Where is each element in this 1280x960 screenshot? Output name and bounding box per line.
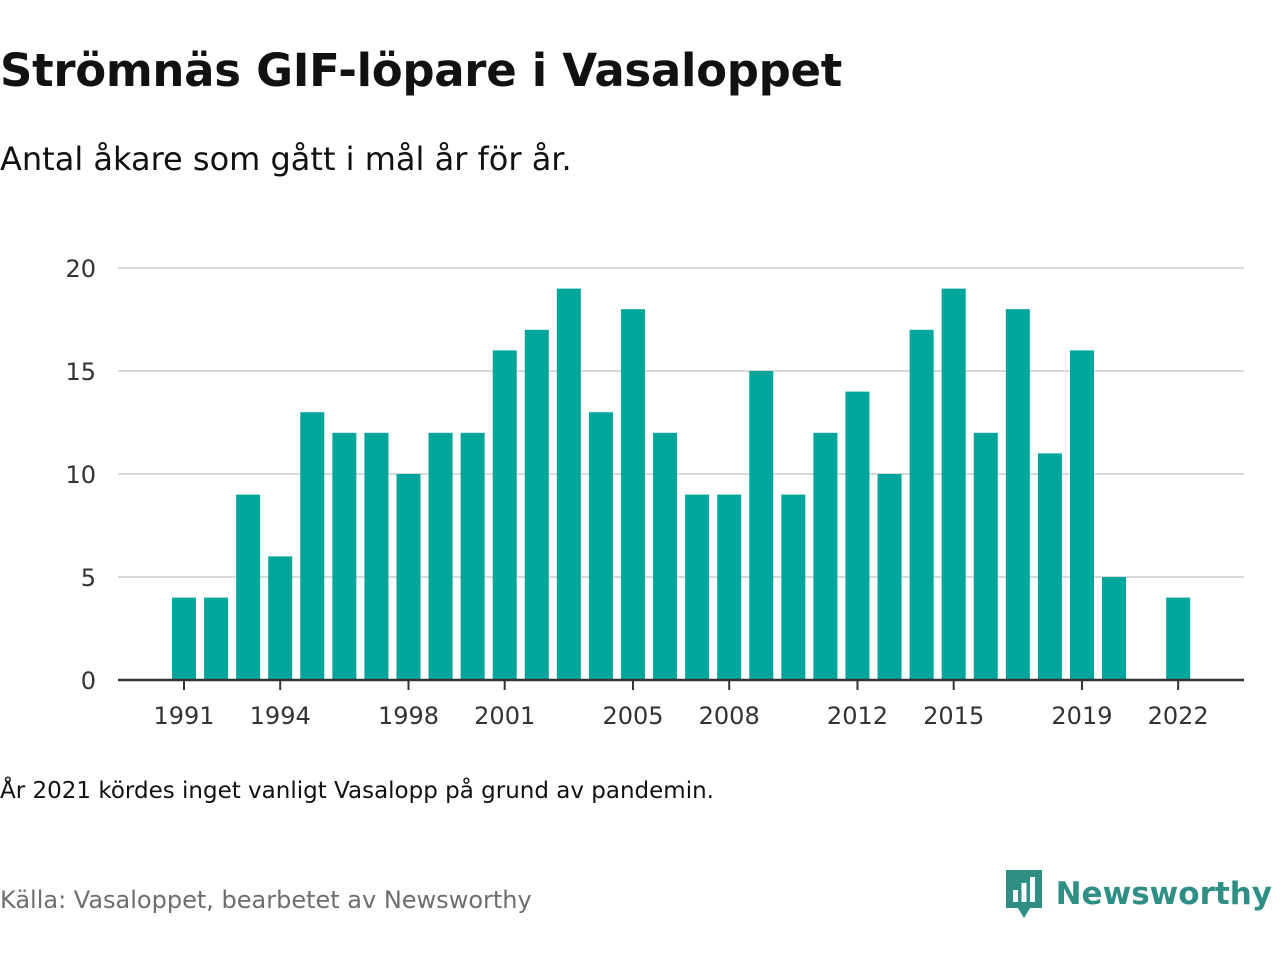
- bar-2009: [749, 371, 774, 680]
- bar-2019: [1069, 350, 1094, 680]
- bar-2008: [717, 494, 742, 680]
- bar-2002: [524, 329, 549, 680]
- bars: [172, 288, 1191, 680]
- bar-2012: [845, 391, 870, 680]
- bar-2014: [909, 329, 934, 680]
- bar-1991: [172, 597, 196, 680]
- x-tick-label: 2008: [699, 702, 760, 730]
- brand-logo: Newsworthy: [1004, 868, 1272, 920]
- bar-2006: [653, 432, 678, 680]
- chart-title: Strömnäs GIF-löpare i Vasaloppet: [0, 44, 842, 97]
- newsworthy-logo-icon: [1005, 870, 1042, 918]
- bar-2022: [1166, 597, 1191, 680]
- bar-2013: [877, 474, 902, 680]
- bar-chart: 0 5 10 15 20 1991 1994 1998 2001 2005 2008 2012 201…: [65, 255, 1244, 730]
- x-tick-label: 2015: [923, 702, 984, 730]
- y-axis-ticks: 0 5 10 15 20: [65, 255, 96, 695]
- bar-1995: [300, 412, 325, 680]
- x-tick-label: 2019: [1051, 702, 1112, 730]
- bar-2020: [1102, 577, 1127, 680]
- bar-2003: [556, 288, 581, 680]
- x-tick-label: 1991: [153, 702, 214, 730]
- chart-subtitle: Antal åkare som gått i mål år för år.: [0, 140, 572, 178]
- x-axis-ticks: 1991 1994 1998 2001 2005 2008 2012 2015 2019 2022: [153, 680, 1209, 730]
- bar-1996: [332, 432, 357, 680]
- x-tick-label: 2022: [1148, 702, 1209, 730]
- bar-1992: [204, 597, 229, 680]
- bar-2015: [941, 288, 966, 680]
- bar-1993: [236, 494, 261, 680]
- bar-2018: [1037, 453, 1062, 680]
- bar-2004: [588, 412, 613, 680]
- bar-2000: [460, 432, 485, 680]
- x-tick-label: 2012: [827, 702, 888, 730]
- y-tick-label: 20: [65, 255, 96, 283]
- y-tick-label: 15: [65, 358, 96, 386]
- bar-2007: [685, 494, 710, 680]
- source-text: Källa: Vasaloppet, bearbetet av Newswort…: [0, 886, 532, 914]
- bar-2017: [1005, 309, 1030, 680]
- bar-2011: [813, 432, 838, 680]
- brand-name: Newsworthy: [1055, 876, 1272, 912]
- bar-2010: [781, 494, 806, 680]
- bar-2016: [973, 432, 998, 680]
- bar-2001: [492, 350, 517, 680]
- bar-1999: [428, 432, 453, 680]
- bar-1994: [268, 556, 293, 680]
- y-tick-label: 5: [81, 564, 96, 592]
- bar-2005: [620, 309, 645, 680]
- x-tick-label: 1998: [378, 702, 439, 730]
- bar-1997: [364, 432, 389, 680]
- bar-1998: [396, 474, 421, 680]
- y-tick-label: 10: [65, 461, 96, 489]
- x-tick-label: 1994: [250, 702, 311, 730]
- chart-note: År 2021 kördes inget vanligt Vasalopp på…: [0, 778, 714, 804]
- x-tick-label: 2001: [474, 702, 535, 730]
- x-tick-label: 2005: [602, 702, 663, 730]
- y-tick-label: 0: [81, 667, 96, 695]
